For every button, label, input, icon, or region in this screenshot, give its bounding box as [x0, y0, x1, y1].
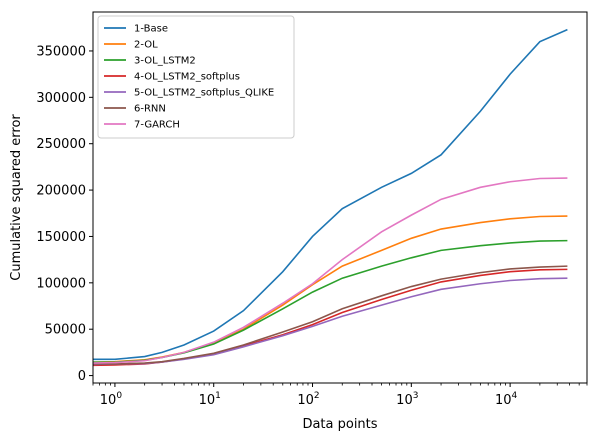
y-tick-label: 300000	[36, 91, 86, 106]
x-tick-base: 10	[100, 393, 117, 408]
y-axis-label: Cumulative squared error	[9, 114, 24, 281]
x-tick-exponent: 4	[512, 391, 518, 401]
x-tick-label: 104	[495, 391, 518, 408]
legend-entry: 3-OL_LSTM2	[134, 56, 196, 67]
series-line-1	[93, 28, 568, 361]
y-tick-label: 100000	[36, 276, 86, 291]
x-tick-base: 10	[495, 393, 512, 408]
x-tick-label: 103	[396, 391, 418, 408]
legend-entry: 1-Base	[134, 24, 168, 35]
x-tick-label: 102	[297, 391, 319, 408]
legend-entry: 7-GARCH	[134, 120, 180, 131]
x-tick-base: 10	[396, 393, 413, 408]
legend: 1-Base 2-OL 3-OL_LSTM2 4-OL_LSTM2_softplus 5…	[97, 15, 295, 139]
x-tick-base: 10	[199, 393, 216, 408]
x-tick-label: 101	[199, 391, 221, 408]
x-tick-exponent: 3	[413, 391, 419, 401]
series-line-3	[93, 239, 568, 363]
legend-entry: 5-OL_LSTM2_softplus_QLIKE	[134, 88, 274, 99]
y-tick-label: 350000	[36, 44, 86, 59]
x-tick-base: 10	[297, 393, 314, 408]
series-line-7	[92, 177, 568, 364]
legend-entry: 2-OL	[134, 40, 158, 51]
series-line-2	[92, 215, 568, 363]
y-tick-label: 150000	[36, 230, 86, 245]
legend-entry: 4-OL_LSTM2_softplus	[134, 72, 240, 83]
y-axis-ticks: 0 50000 100000 150000 200000 250000 300000 3500…	[36, 44, 93, 384]
x-tick-exponent: 2	[314, 391, 320, 401]
legend-entry: 6-RNN	[134, 104, 166, 115]
x-tick-label: 100	[100, 391, 123, 408]
y-tick-label: 50000	[45, 323, 86, 338]
y-tick-label: 250000	[36, 137, 86, 152]
legend-box	[97, 15, 295, 139]
series-line-6	[93, 265, 568, 365]
axes-frame	[92, 11, 588, 384]
x-axis-ticks: 100 101 102 103 104	[92, 383, 588, 408]
x-tick-exponent: 1	[215, 391, 221, 401]
y-tick-label: 0	[78, 369, 86, 384]
x-axis-label: Data points	[302, 417, 377, 432]
x-tick-exponent: 0	[116, 391, 122, 401]
series-lines	[92, 28, 568, 367]
y-tick-label: 200000	[36, 184, 86, 199]
